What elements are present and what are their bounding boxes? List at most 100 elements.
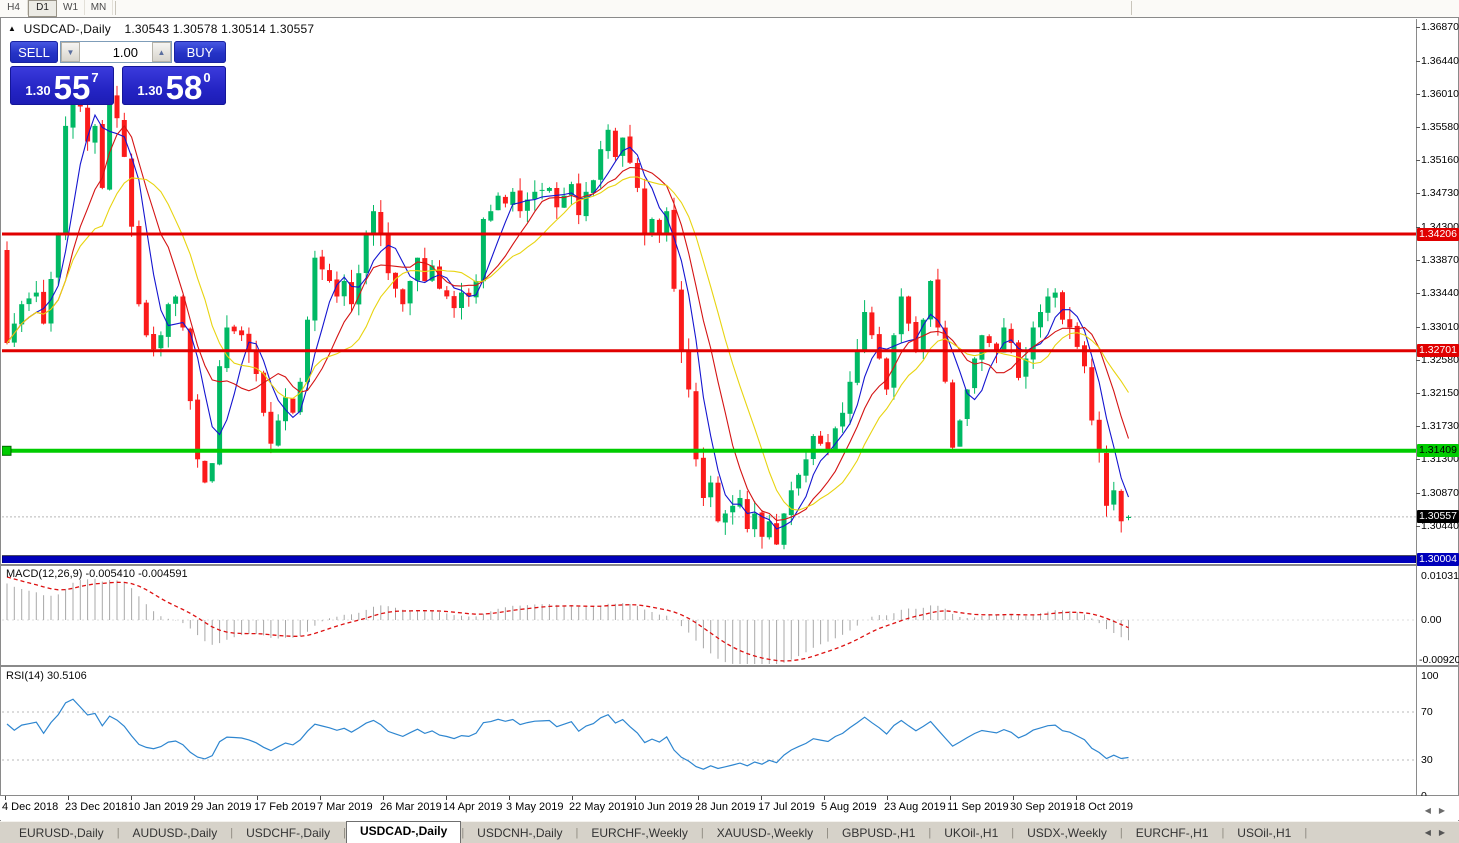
tab-separator: |	[575, 826, 579, 839]
macd-histogram	[6, 578, 1129, 664]
date-axis-tick	[887, 796, 888, 800]
date-axis-label: 28 Jun 2019	[695, 801, 756, 813]
chart-tab-eurchf-weekly[interactable]: EURCHF-,Weekly	[591, 825, 688, 840]
macd-pane-splitter[interactable]	[1, 564, 1458, 566]
price-axis-label: 1.31730	[1421, 420, 1459, 432]
price-axis-label: 1.30440	[1421, 520, 1459, 532]
date-axis-label: 17 Jul 2019	[758, 801, 815, 813]
date-axis-tick	[509, 796, 510, 800]
symbol-header: ▲ USDCAD-,Daily 1.30543 1.30578 1.30514 …	[8, 22, 314, 36]
date-axis-label: 22 May 2019	[569, 801, 633, 813]
timeframe-button-group: H4 D1 W1 MN	[0, 0, 113, 17]
tab-scroll-arrows[interactable]: ◀▶	[1425, 828, 1453, 837]
tab-separator: |	[1011, 826, 1015, 839]
macd-axis-min: -0.009203	[1419, 654, 1459, 666]
one-click-trade-panel: SELL ▼ 1.00 ▲ BUY 1.30 55 7 1.30 58 0	[10, 41, 226, 105]
horizontal-level-band[interactable]	[2, 555, 1416, 563]
timeframe-button-w1[interactable]: W1	[57, 0, 85, 15]
rsi-pane-splitter[interactable]	[1, 665, 1458, 667]
rsi-axis-label: 100	[1421, 670, 1439, 682]
symbol-title: USDCAD-,Daily	[23, 22, 111, 36]
price-axis-tick	[1416, 260, 1420, 261]
price-axis-label: 1.35580	[1421, 121, 1459, 133]
rsi-axis-label: 30	[1421, 754, 1433, 766]
price-axis-label: 1.32580	[1421, 354, 1459, 366]
scroll-left-icon[interactable]: ◀	[1424, 828, 1439, 837]
chart-tab-usdx-weekly[interactable]: USDX-,Weekly	[1027, 825, 1107, 840]
macd-signal-line	[6, 576, 1129, 662]
price-axis-tick	[1416, 61, 1420, 62]
scroll-right-icon[interactable]: ▶	[1438, 806, 1453, 815]
collapse-panel-icon[interactable]: ▲	[8, 24, 17, 33]
price-axis-label: 1.32150	[1421, 387, 1459, 399]
date-axis-tick	[698, 796, 699, 800]
sell-button[interactable]: SELL	[10, 41, 58, 63]
chart-tab-bar: EURUSD-,Daily | AUDUSD-,Daily | USDCHF-,Dail…	[0, 820, 1459, 843]
chart-tab-audusd-daily[interactable]: AUDUSD-,Daily	[132, 825, 218, 840]
date-axis-label: 18 Oct 2019	[1073, 801, 1133, 813]
price-axis-tick	[1416, 327, 1420, 328]
timeframe-button-d1[interactable]: D1	[28, 0, 57, 17]
date-axis-tick	[761, 796, 762, 800]
price-axis-label: 1.34730	[1421, 187, 1459, 199]
chart-tab-usdchf-daily[interactable]: USDCHF-,Daily	[246, 825, 331, 840]
level-drag-handle[interactable]	[2, 445, 12, 456]
chart-tab-eurusd-daily[interactable]: EURUSD-,Daily	[19, 825, 104, 840]
chart-tab-eurchf-h1[interactable]: EURCHF-,H1	[1135, 825, 1209, 840]
scroll-left-icon[interactable]: ◀	[1424, 806, 1439, 815]
date-axis-tick	[383, 796, 384, 800]
buy-button[interactable]: BUY	[174, 41, 226, 63]
scroll-right-icon[interactable]: ▶	[1438, 828, 1453, 837]
date-axis-label: 10 Jan 2019	[128, 801, 189, 813]
date-axis-label: 26 Mar 2019	[380, 801, 442, 813]
price-axis-label: 1.36010	[1421, 88, 1459, 100]
chart-tab-gbpusd-h1[interactable]: GBPUSD-,H1	[842, 825, 916, 840]
moving-average-line-5	[6, 113, 1130, 530]
symbol-quotes: 1.30543 1.30578 1.30514 1.30557	[124, 22, 315, 36]
macd-chart-surface[interactable]	[2, 566, 1416, 664]
price-level-label: 1.34206	[1417, 228, 1459, 241]
price-axis-tick	[1416, 493, 1420, 494]
chart-tab-usdcad-daily[interactable]: USDCAD-,Daily	[345, 820, 462, 843]
date-axis-label: 29 Jan 2019	[191, 801, 252, 813]
price-axis-label: 1.30870	[1421, 487, 1459, 499]
price-axis-tick	[1416, 360, 1420, 361]
chart-tab-xauusd-weekly[interactable]: XAUUSD-,Weekly	[716, 825, 814, 840]
date-axis-tick	[572, 796, 573, 800]
buy-price-digits: 58	[165, 68, 203, 106]
sell-price-digits: 55	[53, 68, 91, 106]
tab-separator: |	[461, 826, 465, 839]
timeframe-button-h4[interactable]: H4	[0, 0, 28, 15]
volume-increase-icon[interactable]: ▲	[152, 42, 171, 62]
date-axis-label: 17 Feb 2019	[254, 801, 316, 813]
toolbar-divider	[115, 1, 116, 15]
current-price-label: 1.30557	[1417, 510, 1459, 523]
price-chart-surface[interactable]	[2, 19, 1416, 563]
chart-tab-usdcnh-daily[interactable]: USDCNH-,Daily	[477, 825, 563, 840]
date-axis-label: 3 May 2019	[506, 801, 564, 813]
price-axis-border	[1416, 19, 1417, 796]
buy-price-button[interactable]: 1.30 58 0	[122, 66, 226, 105]
price-axis-tick	[1416, 426, 1420, 427]
date-axis-tick	[950, 796, 951, 800]
chart-tab-usoil-h1[interactable]: USOil-,H1	[1237, 825, 1292, 840]
price-axis-tick	[1416, 193, 1420, 194]
date-axis-label: 14 Apr 2019	[443, 801, 503, 813]
price-level-label: 1.30004	[1417, 553, 1459, 566]
timeframe-button-mn[interactable]: MN	[85, 0, 113, 15]
rsi-chart-surface[interactable]	[2, 667, 1416, 795]
date-axis-tick	[131, 796, 132, 800]
date-axis-tick	[1076, 796, 1077, 800]
price-level-label: 1.31409	[1417, 444, 1459, 457]
sell-price-button[interactable]: 1.30 55 7	[10, 66, 114, 105]
date-axis-tick	[194, 796, 195, 800]
price-axis-tick	[1416, 526, 1420, 527]
macd-axis-zero: 0.00	[1421, 614, 1442, 626]
volume-decrease-icon[interactable]: ▼	[61, 42, 80, 62]
volume-value[interactable]: 1.00	[112, 44, 138, 60]
axis-scroll-arrows[interactable]: ◀▶	[1425, 806, 1453, 815]
chart-tab-ukoil-h1[interactable]: UKOil-,H1	[944, 825, 999, 840]
date-axis-label: 30 Sep 2019	[1010, 801, 1073, 813]
volume-input[interactable]: ▼ 1.00 ▲	[60, 41, 172, 63]
